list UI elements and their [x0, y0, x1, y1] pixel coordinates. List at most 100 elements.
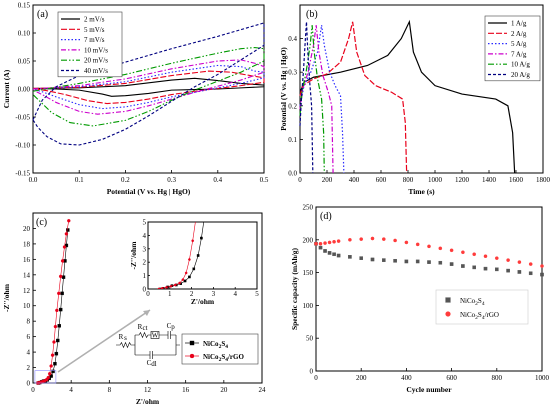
panel-b-x-tick-label: 1200 [455, 176, 470, 184]
panel-d-legend-entry-part: S [478, 297, 482, 305]
circuit-label-rs: R [119, 333, 124, 341]
panel-a-legend-entry: 10 mV/s [84, 46, 108, 54]
panel-c-series-1-point [54, 351, 59, 356]
panel-b-legend-entry: 7 A/g [511, 50, 527, 58]
panel-c-series-2-point [52, 340, 56, 344]
resistor-rs [116, 341, 135, 349]
panel-c-y-tick-label: 12 [23, 287, 31, 295]
panel-c-series-1-point [56, 338, 60, 343]
panel-c-inset-x-axis-label: Z'/ohm [191, 297, 215, 306]
panel-d-plot-frame [315, 206, 543, 372]
panel-a-x-tick-label: 0.1 [75, 176, 84, 184]
panel-c-y-tick-label: 0 [27, 380, 31, 388]
circuit-label-cp-sub: p [171, 323, 175, 331]
panel-c-inset-y-tick-label: 5 [143, 219, 147, 227]
panel-c-zoom-arrowhead [143, 310, 150, 316]
panel-c-series-1-point [53, 361, 57, 366]
panel-c-series-1-point [60, 291, 64, 296]
panel-d-series-2-point [404, 240, 409, 245]
panel-b-legend-entry: 2 A/g [511, 30, 527, 38]
panel-d-series-1-point [506, 268, 510, 273]
panel-a-y-tick-label: -0.10 [15, 142, 30, 150]
panel-d-series-2-point [370, 236, 375, 241]
panel-c-legend-entry-part: NiCo [203, 340, 219, 348]
panel-d-series-2-point [323, 241, 327, 245]
panel-c-legend-entry-part: /rGO [227, 353, 244, 361]
panel-b-series-6-line [299, 21, 314, 174]
panel-d-series-1-point [528, 271, 533, 276]
panel-c-inset-series-2-point [214, 76, 216, 78]
panel-d-series-2-point [461, 250, 465, 255]
panel-c-legend-marker [189, 340, 195, 346]
panel-c-series-1-point [61, 275, 66, 279]
panel-c-inset-x-tick-label: 2 [190, 290, 194, 298]
circuit-label-cdl-sub: dl [151, 360, 157, 368]
panel-d-series-1-point [472, 265, 477, 270]
panel-c-inset-y-tick-label: 4 [143, 232, 147, 240]
panel-c-series-2-point [53, 324, 58, 329]
panel-c-y-tick-label: 14 [23, 271, 31, 279]
panel-d-y-axis-label: Specific capacity (mAh/g) [290, 247, 299, 330]
panel-c-inset-series-2-point [160, 287, 164, 289]
panel-d-legend-entry-part: 2 [475, 315, 478, 321]
panel-d-series-2-point [359, 237, 364, 241]
circuit-label-rs-sub: s [124, 334, 127, 342]
panel-c-series-2-point [50, 353, 55, 357]
panel-d-series-2-point [483, 254, 488, 259]
panel-c-inset-series-1-point [200, 236, 203, 240]
panel-c-legend-marker [189, 353, 195, 359]
panel-d-y-tick-label: 100 [303, 302, 314, 310]
panel-c-x-tick-label: 16 [182, 386, 190, 394]
panel-c-x-axis-label: Z'/ohm [136, 397, 160, 406]
panel-d-series-2-point [427, 244, 431, 249]
panel-c-legend-entry: NiCo2S4 [203, 340, 228, 350]
panel-c-inset-series-2-point [181, 278, 185, 281]
panel-d-series-2-point [318, 241, 323, 246]
panel-c-inset-series-2-point [210, 103, 212, 105]
panel-d-series-2-point [517, 260, 522, 264]
panel-c-inset-x-tick-label: 4 [233, 290, 237, 298]
panel-b-series-5-line [299, 25, 325, 174]
panel-c-series-1-point [58, 307, 63, 312]
panel-a-series-4-line [32, 59, 265, 115]
panel-a-y-tick-label: 0.15 [18, 2, 31, 10]
panel-d-series-2-point [415, 242, 420, 247]
panel-c-x-tick-label: 8 [108, 386, 112, 394]
panel-c-inset-y-tick-label: 2 [143, 259, 147, 267]
panel-c-series-2-point [64, 232, 69, 236]
panel-c-zoom-region [34, 370, 57, 384]
panel-c-series-2-point [62, 245, 67, 249]
panel-d-y-tick-label: 200 [303, 236, 314, 244]
panel-d-series-1-point [483, 266, 488, 271]
panel-c-inset-series-2-point [169, 285, 173, 288]
panel-c-y-tick-label: 10 [23, 302, 31, 310]
panel-b-y-tick-label: 0.3 [288, 69, 297, 77]
panel-d-series-1-point [404, 259, 409, 264]
panel-a-x-tick-label: 0.0 [29, 176, 38, 184]
capacitor-cdl [135, 351, 176, 359]
panel-d-y-tick-label: 150 [303, 269, 314, 277]
panel-c-y-tick-label: 8 [27, 318, 31, 326]
panel-c-y-axis-label: -Z''/ohm [2, 283, 11, 312]
panel-b-x-axis-label: Time (s) [408, 187, 435, 196]
resistor-rct [135, 331, 151, 339]
panel-b-x-tick-label: 1400 [482, 176, 497, 184]
panel-d-series-2-point [336, 239, 341, 243]
panel-b-legend-entry: 5 A/g [511, 40, 527, 48]
panel-d-series-2-point [438, 246, 443, 251]
panel-c-series-2-point [57, 291, 61, 296]
panel-d-series-1-point [327, 251, 332, 255]
panel-a-series-1-line [32, 77, 265, 97]
panel-d-series-2-point [494, 256, 499, 260]
panel-c-inset-series-2-point [173, 283, 177, 287]
panel-d-legend-entry-part: NiCo [460, 311, 476, 319]
panel-d-series-2-point [540, 264, 544, 268]
panel-b-x-tick-label: 400 [349, 176, 360, 184]
panel-d-x-tick-label: 200 [356, 374, 367, 382]
panel-c-inset-series-2-point [206, 132, 208, 134]
panel-c-inset-series-2-point [184, 271, 188, 275]
panel-c-inset-series-2-point [223, 29, 225, 31]
panel-d-x-tick-label: 800 [492, 374, 503, 382]
panel-d-series-2-point [327, 240, 332, 245]
panel-a-legend-entry: 2 mV/s [84, 16, 105, 24]
